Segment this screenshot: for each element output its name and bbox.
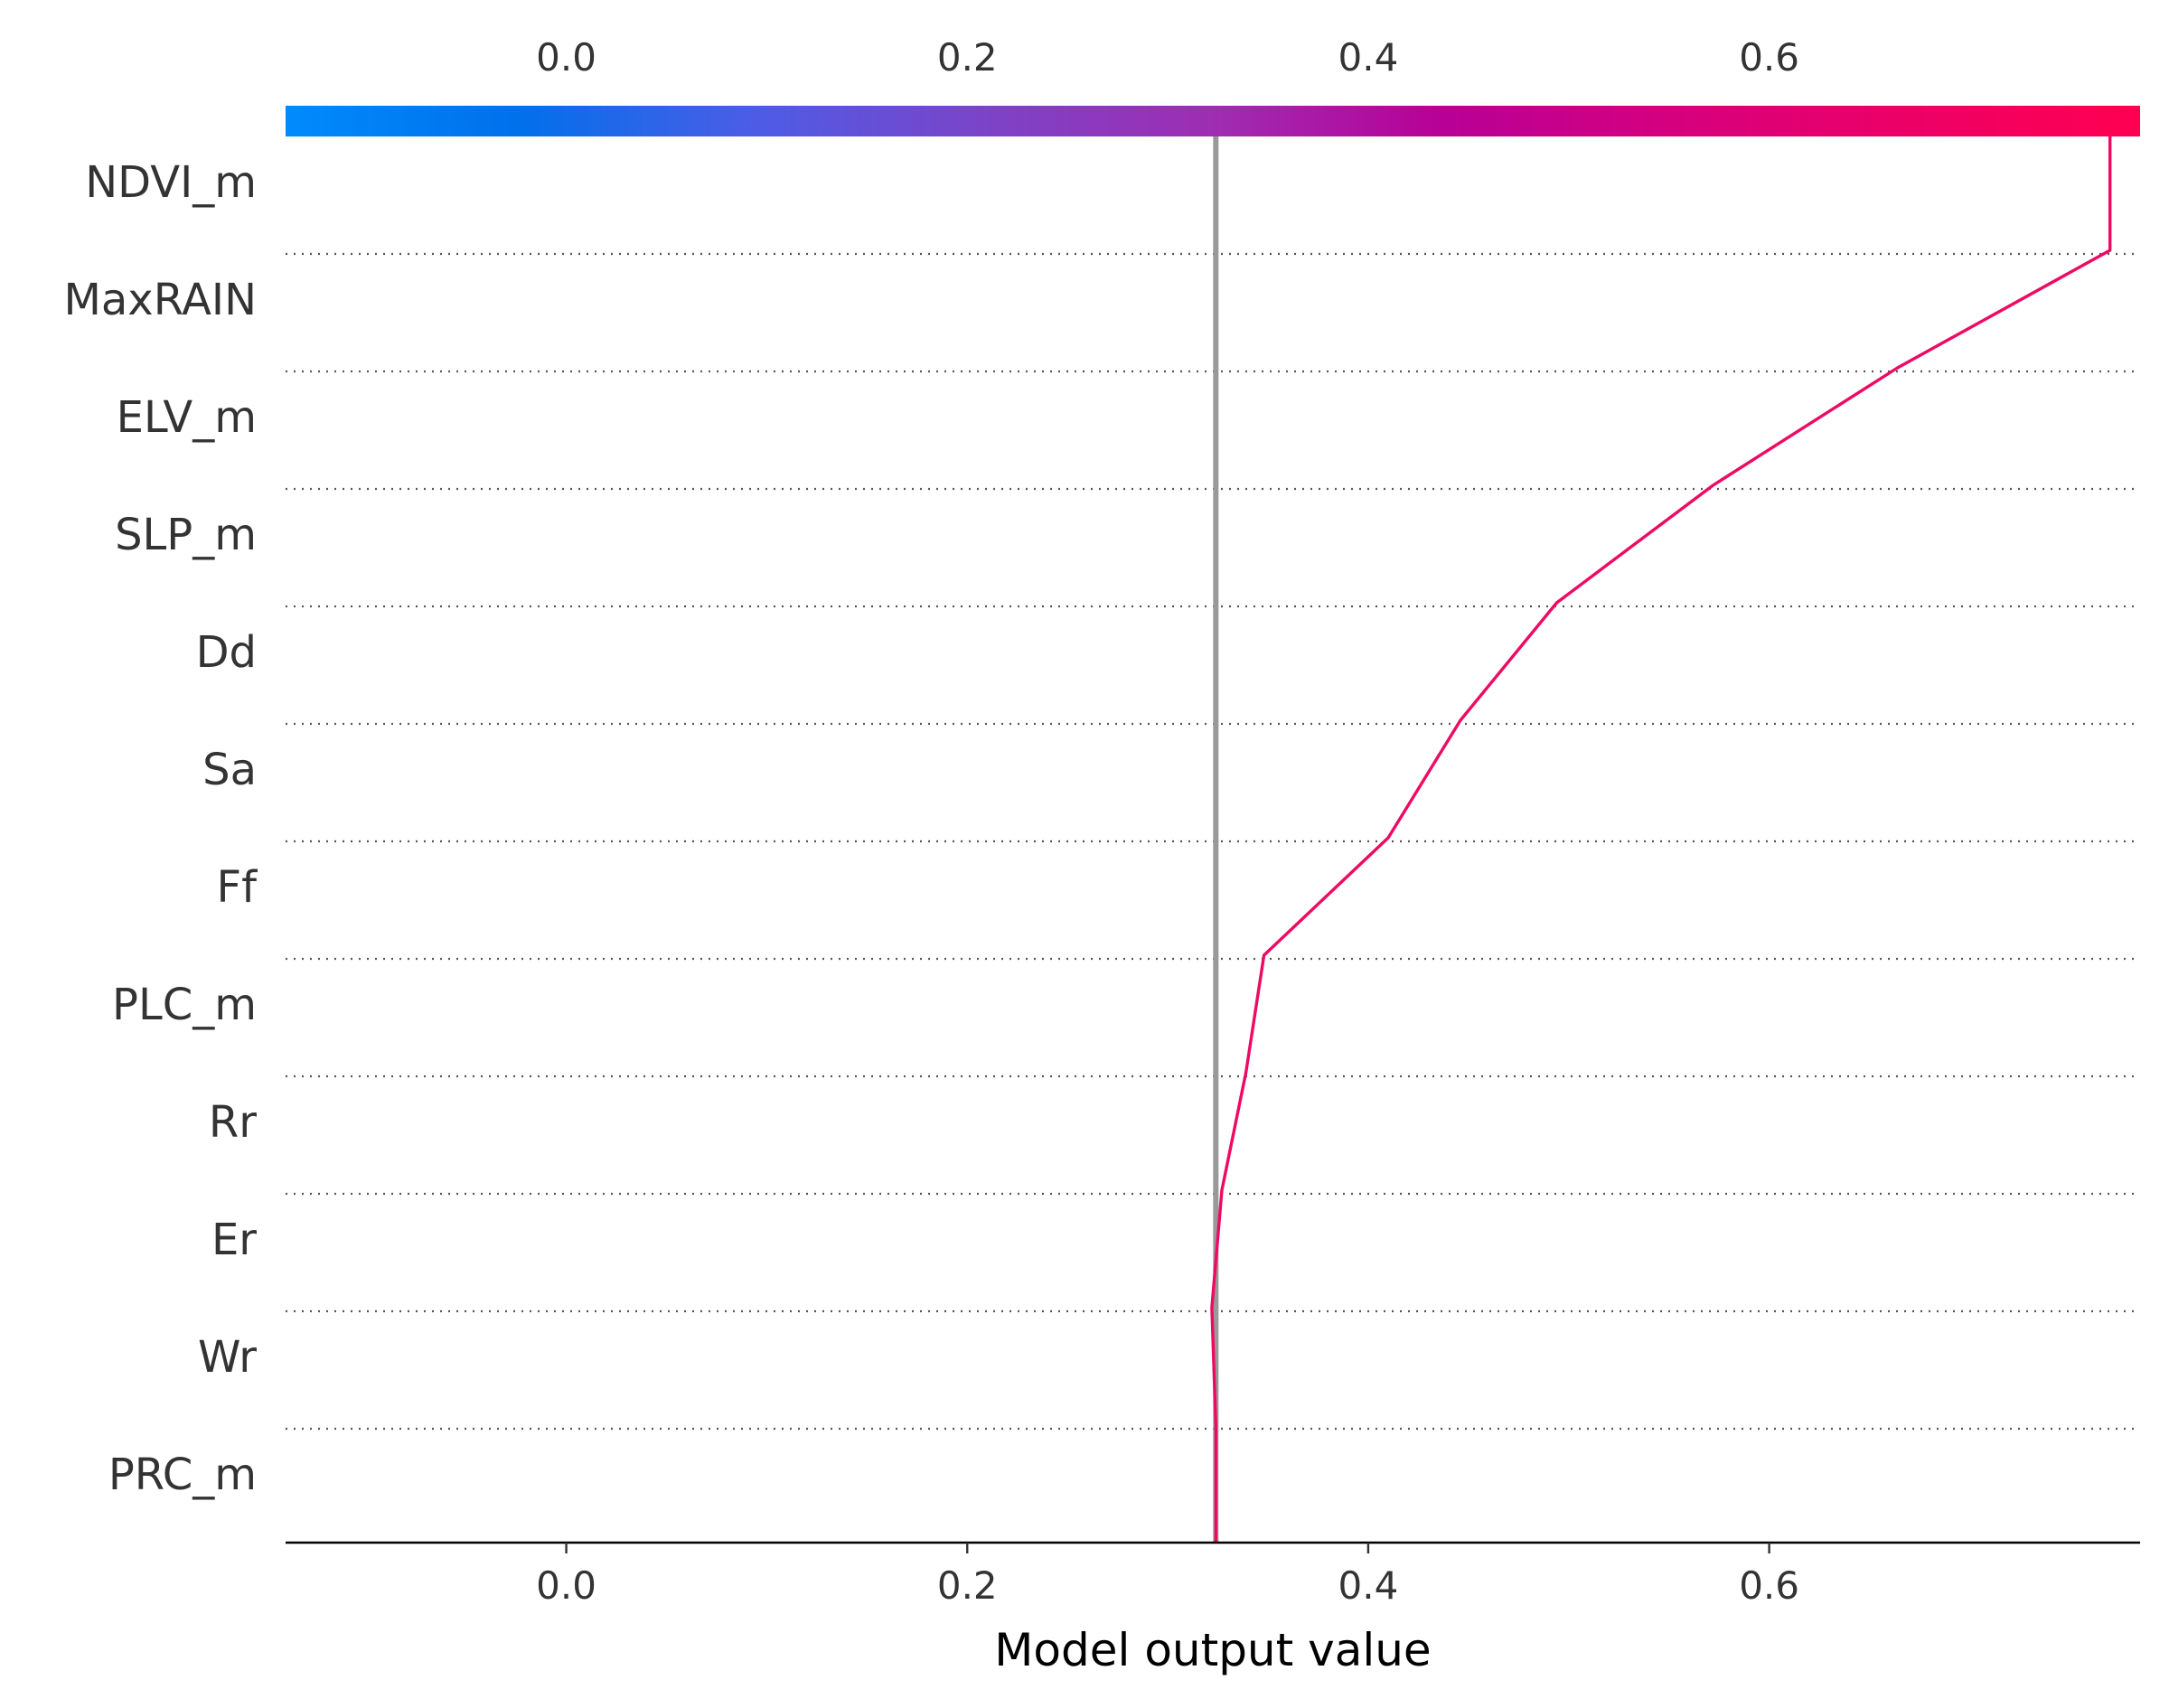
colorbar-tick-labels: 0.0 0.2 0.4 0.6 bbox=[536, 35, 1799, 80]
feature-label: ELV_m bbox=[117, 392, 257, 443]
feature-label: Er bbox=[211, 1215, 257, 1265]
feature-label: NDVI_m bbox=[85, 157, 257, 208]
feature-label: Rr bbox=[209, 1097, 257, 1148]
feature-label: MaxRAIN bbox=[63, 275, 257, 325]
x-tick-label: 0.0 bbox=[536, 1563, 596, 1608]
colorbar-tick-label: 0.0 bbox=[536, 35, 596, 80]
x-tick-label: 0.2 bbox=[937, 1563, 998, 1608]
feature-label: PLC_m bbox=[112, 980, 257, 1030]
x-tick-label: 0.4 bbox=[1338, 1563, 1399, 1608]
feature-label: PRC_m bbox=[108, 1450, 257, 1500]
feature-label: Ff bbox=[216, 862, 258, 913]
gridlines bbox=[286, 252, 2140, 1431]
colorbar-tick-label: 0.4 bbox=[1338, 35, 1399, 80]
colorbar-tick-label: 0.6 bbox=[1739, 35, 1799, 80]
feature-label: Dd bbox=[196, 627, 257, 678]
colorbar bbox=[286, 106, 2140, 136]
colorbar-tick-label: 0.2 bbox=[937, 35, 998, 80]
x-axis-ticks: 0.0 0.2 0.4 0.6 bbox=[536, 1543, 1799, 1608]
feature-label: Sa bbox=[202, 745, 257, 795]
x-axis-title: Model output value bbox=[994, 1624, 1431, 1676]
feature-label: Wr bbox=[198, 1332, 257, 1383]
feature-labels: NDVI_m MaxRAIN ELV_m SLP_m Dd Sa Ff PLC_m Rr Er Wr… bbox=[63, 157, 258, 1500]
feature-label: SLP_m bbox=[115, 510, 257, 560]
decision-path-line bbox=[1210, 136, 2112, 1543]
x-tick-label: 0.6 bbox=[1739, 1563, 1799, 1608]
